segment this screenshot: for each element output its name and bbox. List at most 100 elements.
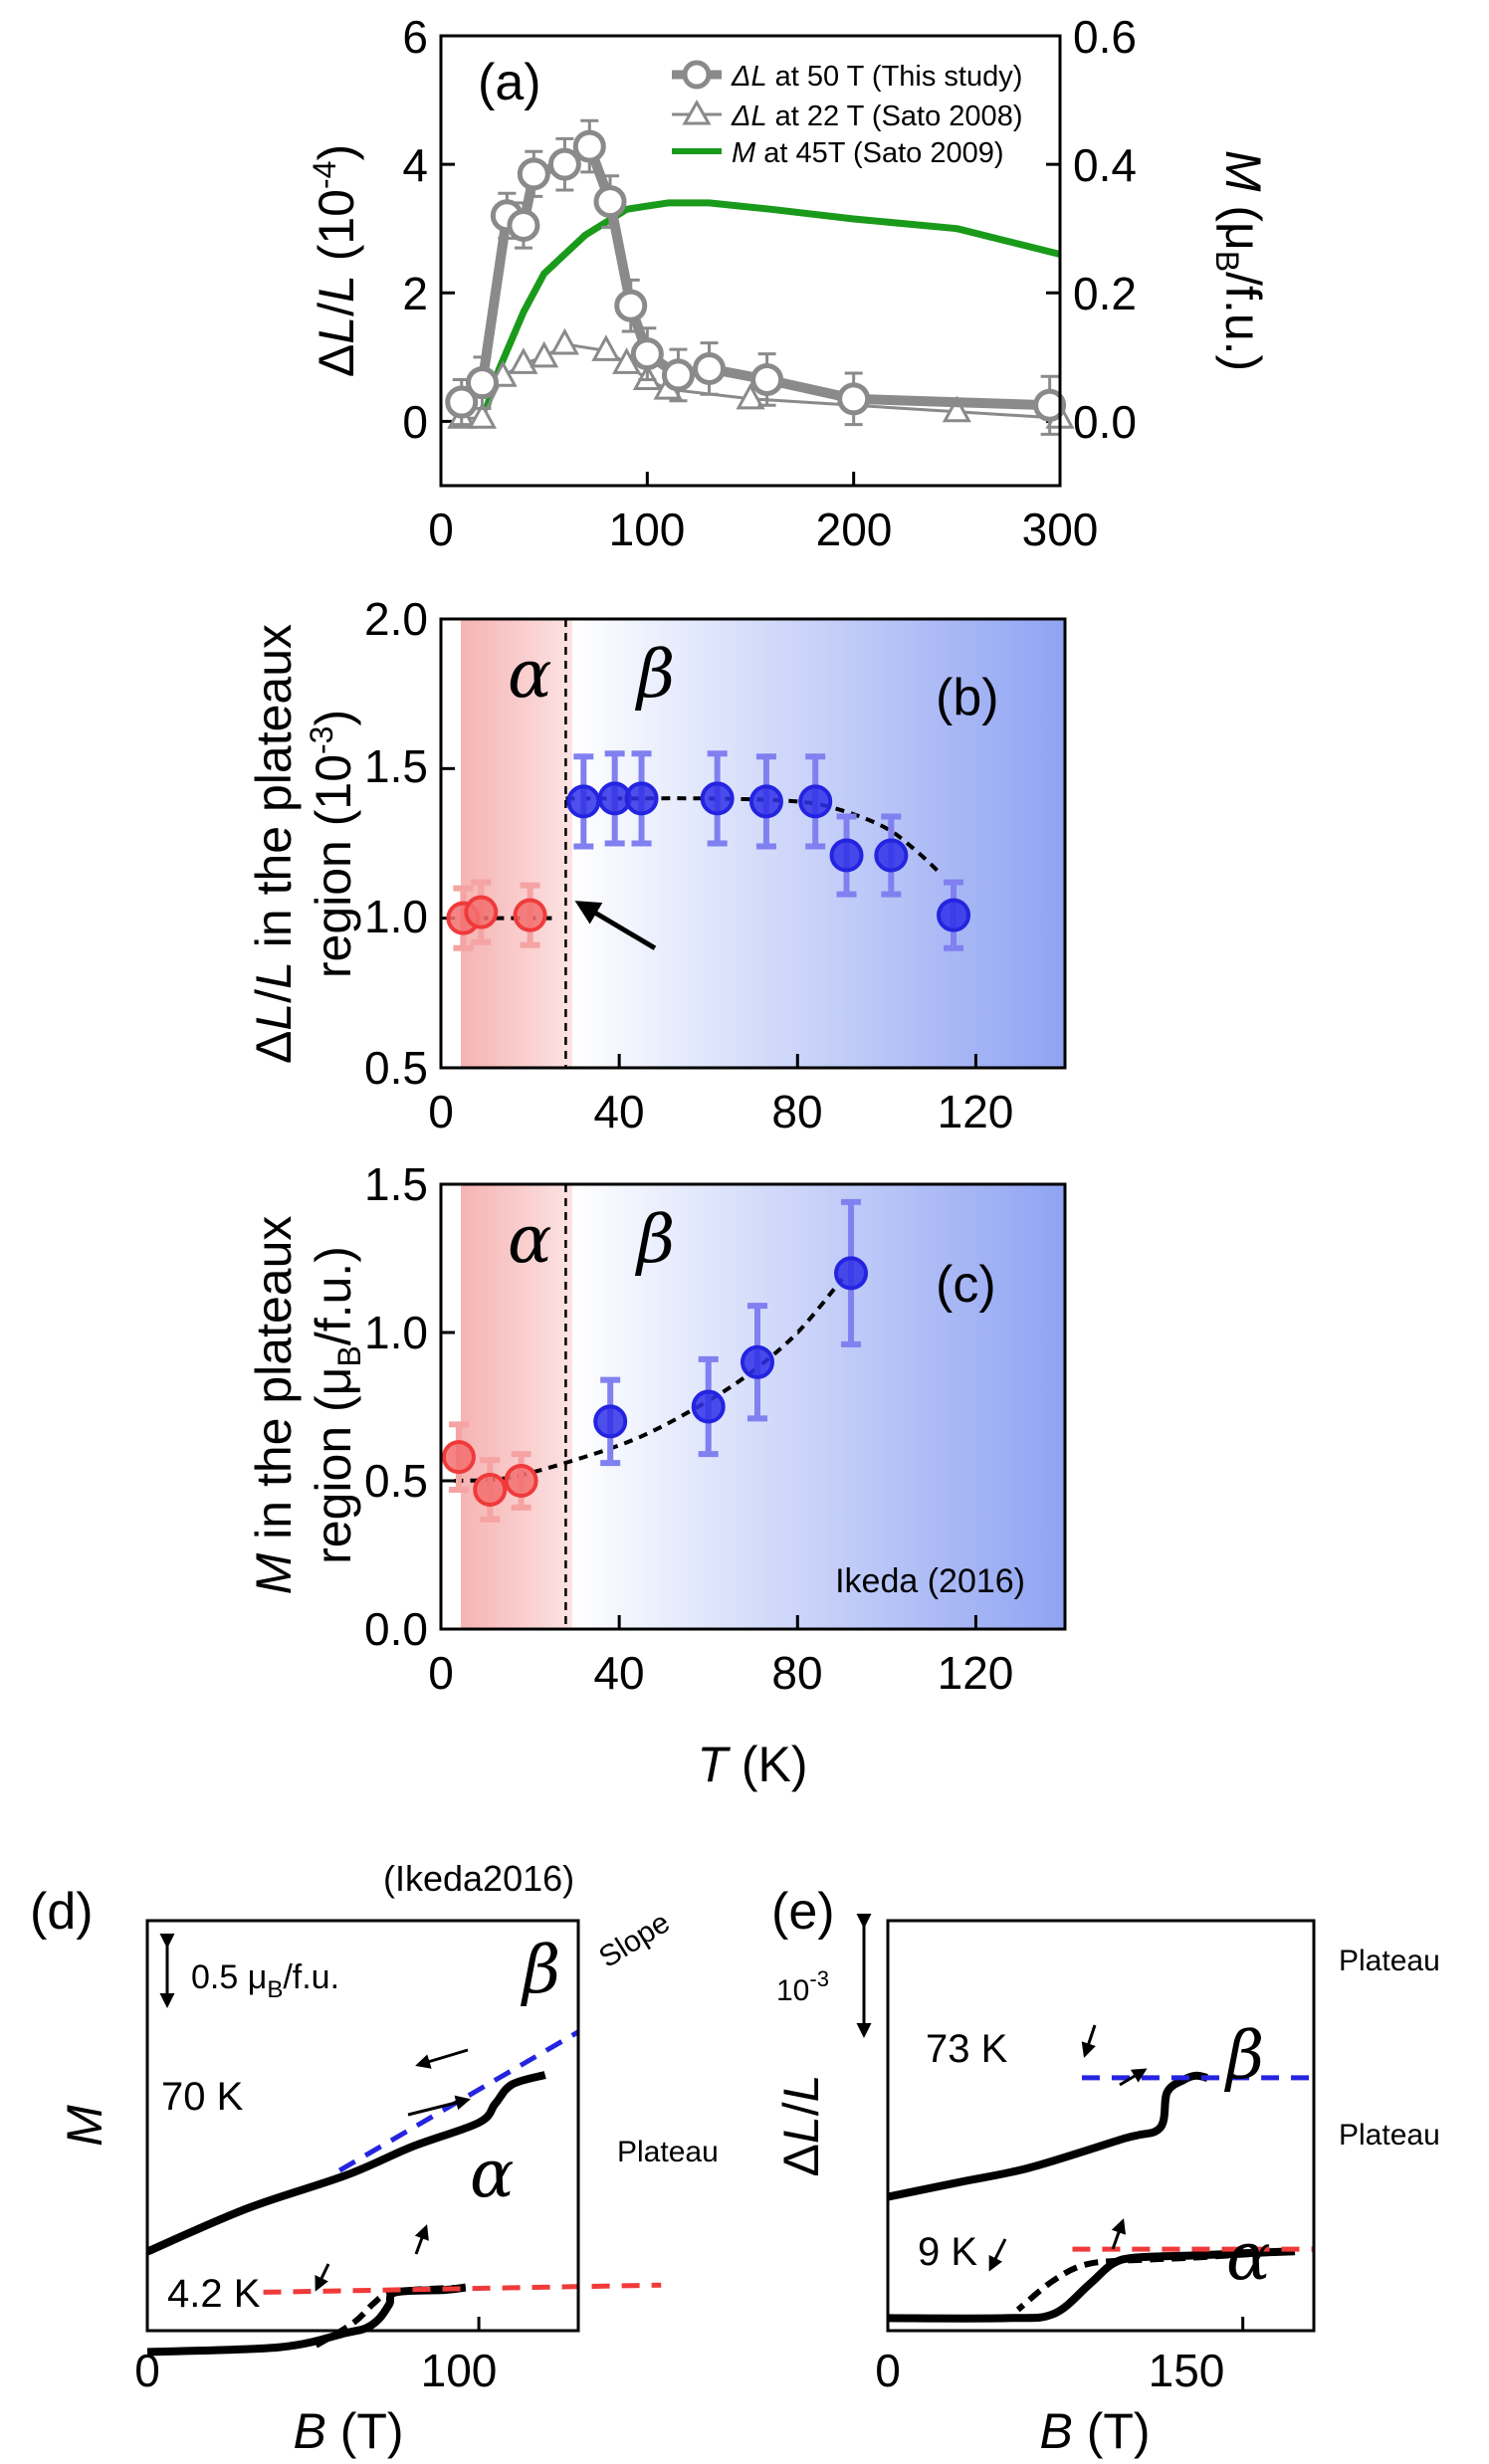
- beta-data-point: [874, 838, 909, 873]
- b-xtick-40: 40: [593, 1086, 644, 1137]
- panel-a: (a) 0 100 200 300 0 2 4 6 0.0 0.2 0.4 0.…: [307, 11, 1271, 555]
- panel-e-label: (e): [771, 1883, 835, 1941]
- panel-c: α β (c) Ikeda (2016) 0 40 80 120 0.0 0.5…: [246, 1158, 1067, 1792]
- legend-triangle-marker: [682, 99, 712, 125]
- curve-Plateau-: [263, 2282, 662, 2295]
- alpha-phase-label: α: [508, 1201, 552, 1278]
- alpha-curve-label: α: [470, 2136, 515, 2212]
- sweep-direction-arrow: [1111, 2218, 1127, 2250]
- dL-22T-point: [530, 340, 559, 368]
- c-ytick-1.5: 1.5: [364, 1158, 428, 1210]
- curve-label-73K: 73 K: [926, 2027, 1008, 2071]
- panel-e: (e) 10-3 73 K 9 K β α Plateau Plateau 0 …: [771, 1883, 1440, 2459]
- e-xtick-150: 150: [1149, 2345, 1225, 2396]
- panel-c-plot-area: [439, 1182, 977, 1631]
- panel-b-label: (b): [936, 669, 999, 726]
- panel-b-ylabel-line1: ΔL/L in the plateaux: [246, 624, 302, 1064]
- dL-50T-point: [837, 382, 871, 416]
- c-xtick-0: 0: [428, 1647, 454, 1699]
- b-ytick-2.0: 2.0: [364, 593, 428, 645]
- c-xtick-120: 120: [938, 1647, 1014, 1699]
- panel-e-frame: [886, 1919, 1316, 2333]
- curve-label-4.2K: 4.2 K: [167, 2272, 261, 2316]
- sweep-direction-arrow: [407, 2095, 471, 2117]
- sweep-direction-arrow: [1119, 2068, 1148, 2087]
- b-xtick-80: 80: [771, 1086, 822, 1137]
- series-M-45T-line: [483, 199, 1061, 410]
- a-y2tick-0.6: 0.6: [1073, 11, 1137, 63]
- panel-a-frame: [439, 34, 1062, 488]
- dL-50T-point: [507, 208, 540, 242]
- e-xtick-0: 0: [875, 2345, 901, 2396]
- sweep-direction-arrow: [415, 2048, 469, 2069]
- plateau-label-beta: Plateau: [1339, 1945, 1440, 1977]
- panel-a-ylabel: ΔL/L (10-4): [307, 144, 364, 377]
- curve-73-K: [887, 2071, 1208, 2201]
- dL-50T-point: [465, 366, 499, 400]
- a-y2tick-0.0: 0.0: [1073, 396, 1137, 448]
- dL-22T-point: [736, 382, 765, 410]
- curve-9-K-down: [1015, 2248, 1296, 2313]
- beta-data-point: [829, 838, 864, 873]
- panel-c-ylabel-line1: M in the plateaux: [246, 1216, 302, 1595]
- a-xtick-100: 100: [609, 504, 686, 555]
- alpha-data-point: [441, 1440, 476, 1475]
- panel-d: (Ikeda2016) (d) 0.5 μB/f.u. 70 K 4.2 K β…: [30, 1858, 719, 2459]
- panel-a-legend: ΔL at 50 T (This study) ΔL at 22 T (Sato…: [672, 60, 1022, 169]
- sweep-direction-arrow: [414, 2224, 429, 2255]
- dL-22T-point: [612, 347, 642, 374]
- c-xtick-40: 40: [593, 1647, 644, 1699]
- panel-e-ylabel: ΔL/L: [773, 2075, 829, 2177]
- alpha-phase-region: [461, 619, 572, 1068]
- legend-circle-marker: [682, 60, 712, 90]
- curve-label-70K: 70 K: [161, 2075, 244, 2119]
- panel-d-frame: [145, 1919, 580, 2333]
- beta-phase-region: [572, 1184, 1065, 1629]
- alpha-data-point: [464, 895, 499, 929]
- beta-data-point: [593, 1404, 628, 1439]
- transition-arrow: [574, 901, 657, 950]
- c-xtick-80: 80: [771, 1647, 822, 1699]
- dL-22T-point: [591, 334, 621, 361]
- scale-bar-label-e: 10-3: [776, 1966, 829, 2007]
- sweep-direction-arrow: [988, 2238, 1007, 2272]
- dL-50T-point: [593, 185, 627, 219]
- beta-data-point: [691, 1389, 726, 1424]
- alpha-data-point: [513, 898, 547, 932]
- panel-c-ylabel-line2: region (μB/f.u.): [306, 1246, 367, 1564]
- d-xtick-0: 0: [134, 2345, 160, 2396]
- b-ytick-1.5: 1.5: [364, 740, 428, 792]
- alpha-data-point: [504, 1464, 538, 1498]
- dL-50T-point: [517, 157, 550, 191]
- sweep-direction-arrow: [1081, 2024, 1097, 2058]
- panel-c-label: (c): [936, 1256, 996, 1314]
- beta-curve-label: β: [1223, 2017, 1264, 2094]
- curve-Slope-: [337, 2029, 580, 2173]
- beta-data-point: [834, 1256, 869, 1291]
- beta-phase-region: [572, 619, 1065, 1068]
- a-y2tick-0.4: 0.4: [1073, 139, 1137, 191]
- panel-b-ylabel-line2: region (10-3): [304, 710, 361, 978]
- beta-phase-label: β: [634, 636, 675, 713]
- b-ytick-0.5: 0.5: [364, 1042, 428, 1094]
- beta-data-point: [937, 898, 971, 932]
- T-axis-label: T (K): [697, 1737, 807, 1792]
- a-ytick-6: 6: [402, 11, 428, 63]
- d-xtick-100: 100: [421, 2345, 498, 2396]
- plateau-label-alpha: Plateau: [1339, 2119, 1440, 2152]
- panel-c-frame: [439, 1182, 1067, 1631]
- legend-entry-M45T: M at 45T (Sato 2009): [732, 137, 1004, 169]
- panel-b: α β (b) 0 40 80 120 0.5 1.0 1.5 2.0 ΔL/L…: [246, 593, 1067, 1137]
- panel-e-xlabel: B (T): [1039, 2403, 1150, 2459]
- ikeda-annotation: Ikeda (2016): [835, 1562, 1025, 1600]
- b-xtick-120: 120: [938, 1086, 1014, 1137]
- slope-label: Slope: [593, 1906, 676, 1974]
- dL-50T-point: [572, 129, 606, 163]
- a-ytick-4: 4: [402, 139, 428, 191]
- dL-22T-point: [549, 327, 579, 355]
- c-ytick-0.0: 0.0: [364, 1603, 428, 1655]
- dL-22T-point: [467, 402, 497, 429]
- curve-70-K: [145, 2071, 546, 2256]
- dL-50T-point: [1033, 388, 1067, 422]
- beta-phase-label: β: [634, 1201, 675, 1278]
